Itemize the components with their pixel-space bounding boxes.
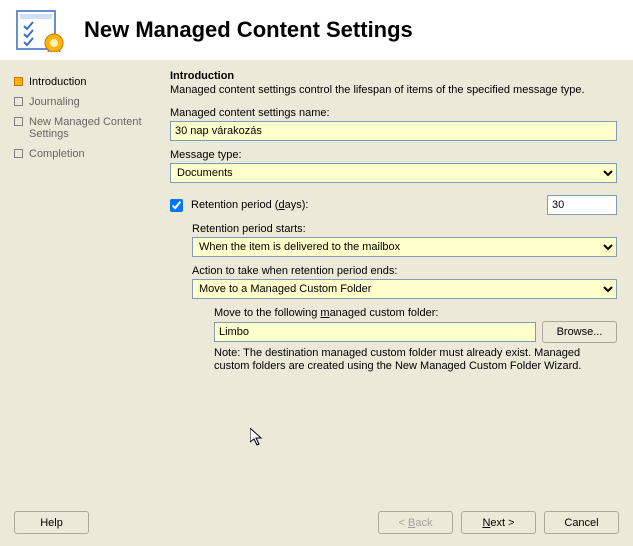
- custom-folder-input[interactable]: [214, 322, 536, 342]
- section-description: Managed content settings control the lif…: [170, 84, 617, 97]
- folder-label: Move to the following managed custom fol…: [214, 307, 617, 319]
- step-box-icon: [14, 77, 23, 86]
- wizard-title: New Managed Content Settings: [84, 17, 413, 43]
- step-introduction[interactable]: Introduction: [14, 72, 164, 92]
- cursor-icon: [250, 428, 266, 448]
- section-title: Introduction: [170, 70, 617, 82]
- folder-note: Note: The destination managed custom fol…: [214, 347, 617, 373]
- step-box-icon: [14, 97, 23, 106]
- retention-days-input[interactable]: [547, 195, 617, 215]
- wizard-footer: Help < Back Next > Cancel: [14, 511, 619, 534]
- starts-label: Retention period starts:: [192, 223, 617, 235]
- sidebar: Introduction Journaling New Managed Cont…: [14, 70, 164, 373]
- name-label-text: Managed content settings name:: [170, 107, 330, 119]
- wizard-header: New Managed Content Settings: [0, 0, 633, 60]
- next-button[interactable]: Next >: [461, 511, 536, 534]
- cancel-button[interactable]: Cancel: [544, 511, 619, 534]
- retention-action-select[interactable]: Move to a Managed Custom Folder: [192, 279, 617, 299]
- main-panel: Introduction Managed content settings co…: [164, 70, 619, 373]
- help-button[interactable]: Help: [14, 511, 89, 534]
- step-box-icon: [14, 117, 23, 126]
- settings-name-input[interactable]: [170, 121, 617, 141]
- type-label-text: Message type:: [170, 149, 242, 161]
- step-label: Introduction: [29, 76, 86, 88]
- step-label: Completion: [29, 148, 85, 160]
- retention-label: Retention period (days):: [191, 199, 547, 211]
- wizard-icon: [14, 8, 66, 52]
- retention-checkbox[interactable]: [170, 199, 183, 212]
- type-label: Message type:: [170, 149, 617, 161]
- step-new-managed-content-settings[interactable]: New Managed Content Settings: [14, 112, 164, 144]
- step-journaling[interactable]: Journaling: [14, 92, 164, 112]
- step-completion[interactable]: Completion: [14, 144, 164, 164]
- name-label: Managed content settings name:: [170, 107, 617, 119]
- browse-button[interactable]: Browse...: [542, 321, 617, 343]
- step-box-icon: [14, 149, 23, 158]
- step-label: Journaling: [29, 96, 80, 108]
- message-type-select[interactable]: Documents: [170, 163, 617, 183]
- retention-starts-select[interactable]: When the item is delivered to the mailbo…: [192, 237, 617, 257]
- step-label: New Managed Content Settings: [29, 116, 164, 140]
- action-label: Action to take when retention period end…: [192, 265, 617, 277]
- back-button: < Back: [378, 511, 453, 534]
